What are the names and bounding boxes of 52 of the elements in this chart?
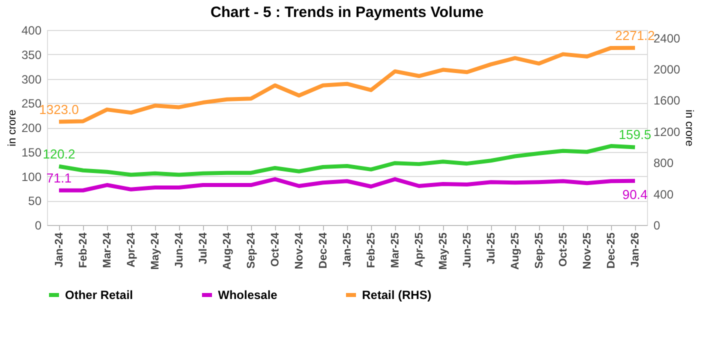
x-tick-label: Jun-25: [462, 232, 474, 268]
x-tick-label: Apr-24: [126, 232, 138, 268]
x-tick-label: Nov-25: [582, 232, 594, 270]
x-tick-label: Sep-25: [534, 232, 546, 269]
x-tick-label: Aug-24: [222, 232, 234, 270]
x-tick-label: Jan-26: [630, 232, 642, 268]
y2-tick-label: 0: [654, 218, 660, 232]
x-tick-label: Aug-25: [510, 232, 522, 270]
x-tick-label: Apr-25: [414, 232, 426, 268]
x-tick-label: Jul-25: [486, 232, 498, 264]
y-tick-label: 300: [21, 72, 42, 86]
y2-axis-title: in crore: [683, 110, 696, 146]
x-tick-label: Jan-24: [54, 232, 66, 268]
x-tick-label: Jan-25: [342, 232, 354, 268]
x-tick-label: Nov-24: [294, 232, 306, 270]
legend-label: Wholesale: [218, 288, 278, 302]
data-label: 2271.2: [615, 28, 655, 43]
y-tick-label: 350: [21, 48, 42, 62]
y2-tick-label: 400: [654, 187, 674, 202]
legend-label: Other Retail: [65, 288, 134, 302]
y-tick-label: 250: [21, 96, 42, 111]
y-tick-label: 200: [21, 121, 42, 135]
x-tick-label: Dec-24: [318, 232, 330, 269]
data-label: 159.5: [618, 127, 652, 142]
data-label: 90.4: [622, 186, 648, 202]
y2-tick-label: 1600: [654, 94, 681, 108]
x-tick-label: Mar-25: [390, 232, 402, 268]
x-tick-label: Feb-24: [78, 232, 90, 268]
x-tick-label: Mar-24: [102, 232, 114, 268]
legend-label: Retail (RHS): [362, 288, 432, 302]
y2-tick-label: 2400: [654, 31, 681, 46]
x-tick-label: Dec-25: [606, 232, 618, 269]
x-tick-label: May-25: [438, 232, 450, 270]
x-tick-label: Oct-24: [270, 232, 282, 267]
y2-tick-label: 2000: [654, 62, 681, 76]
y-tick-label: 0: [34, 218, 42, 232]
data-label: 120.2: [42, 146, 76, 162]
x-tick-label: Oct-25: [558, 232, 570, 267]
y2-tick-label: 800: [654, 156, 674, 170]
x-tick-label: Jun-24: [174, 232, 186, 268]
y-tick-label: 50: [28, 194, 42, 208]
y-tick-label: 100: [21, 170, 42, 184]
y2-tick-label: 1200: [654, 124, 681, 139]
y-tick-label: 400: [21, 24, 42, 38]
y-axis-title: in crore: [6, 110, 18, 146]
x-tick-label: Sep-24: [246, 232, 258, 269]
y-tick-label: 150: [21, 145, 42, 160]
x-tick-label: Jul-24: [198, 232, 210, 264]
x-tick-label: May-24: [150, 232, 162, 270]
data-label: 71.1: [46, 170, 72, 186]
chart-title: Chart - 5 : Trends in Payments Volume: [210, 4, 484, 21]
x-tick-label: Feb-25: [366, 232, 378, 268]
